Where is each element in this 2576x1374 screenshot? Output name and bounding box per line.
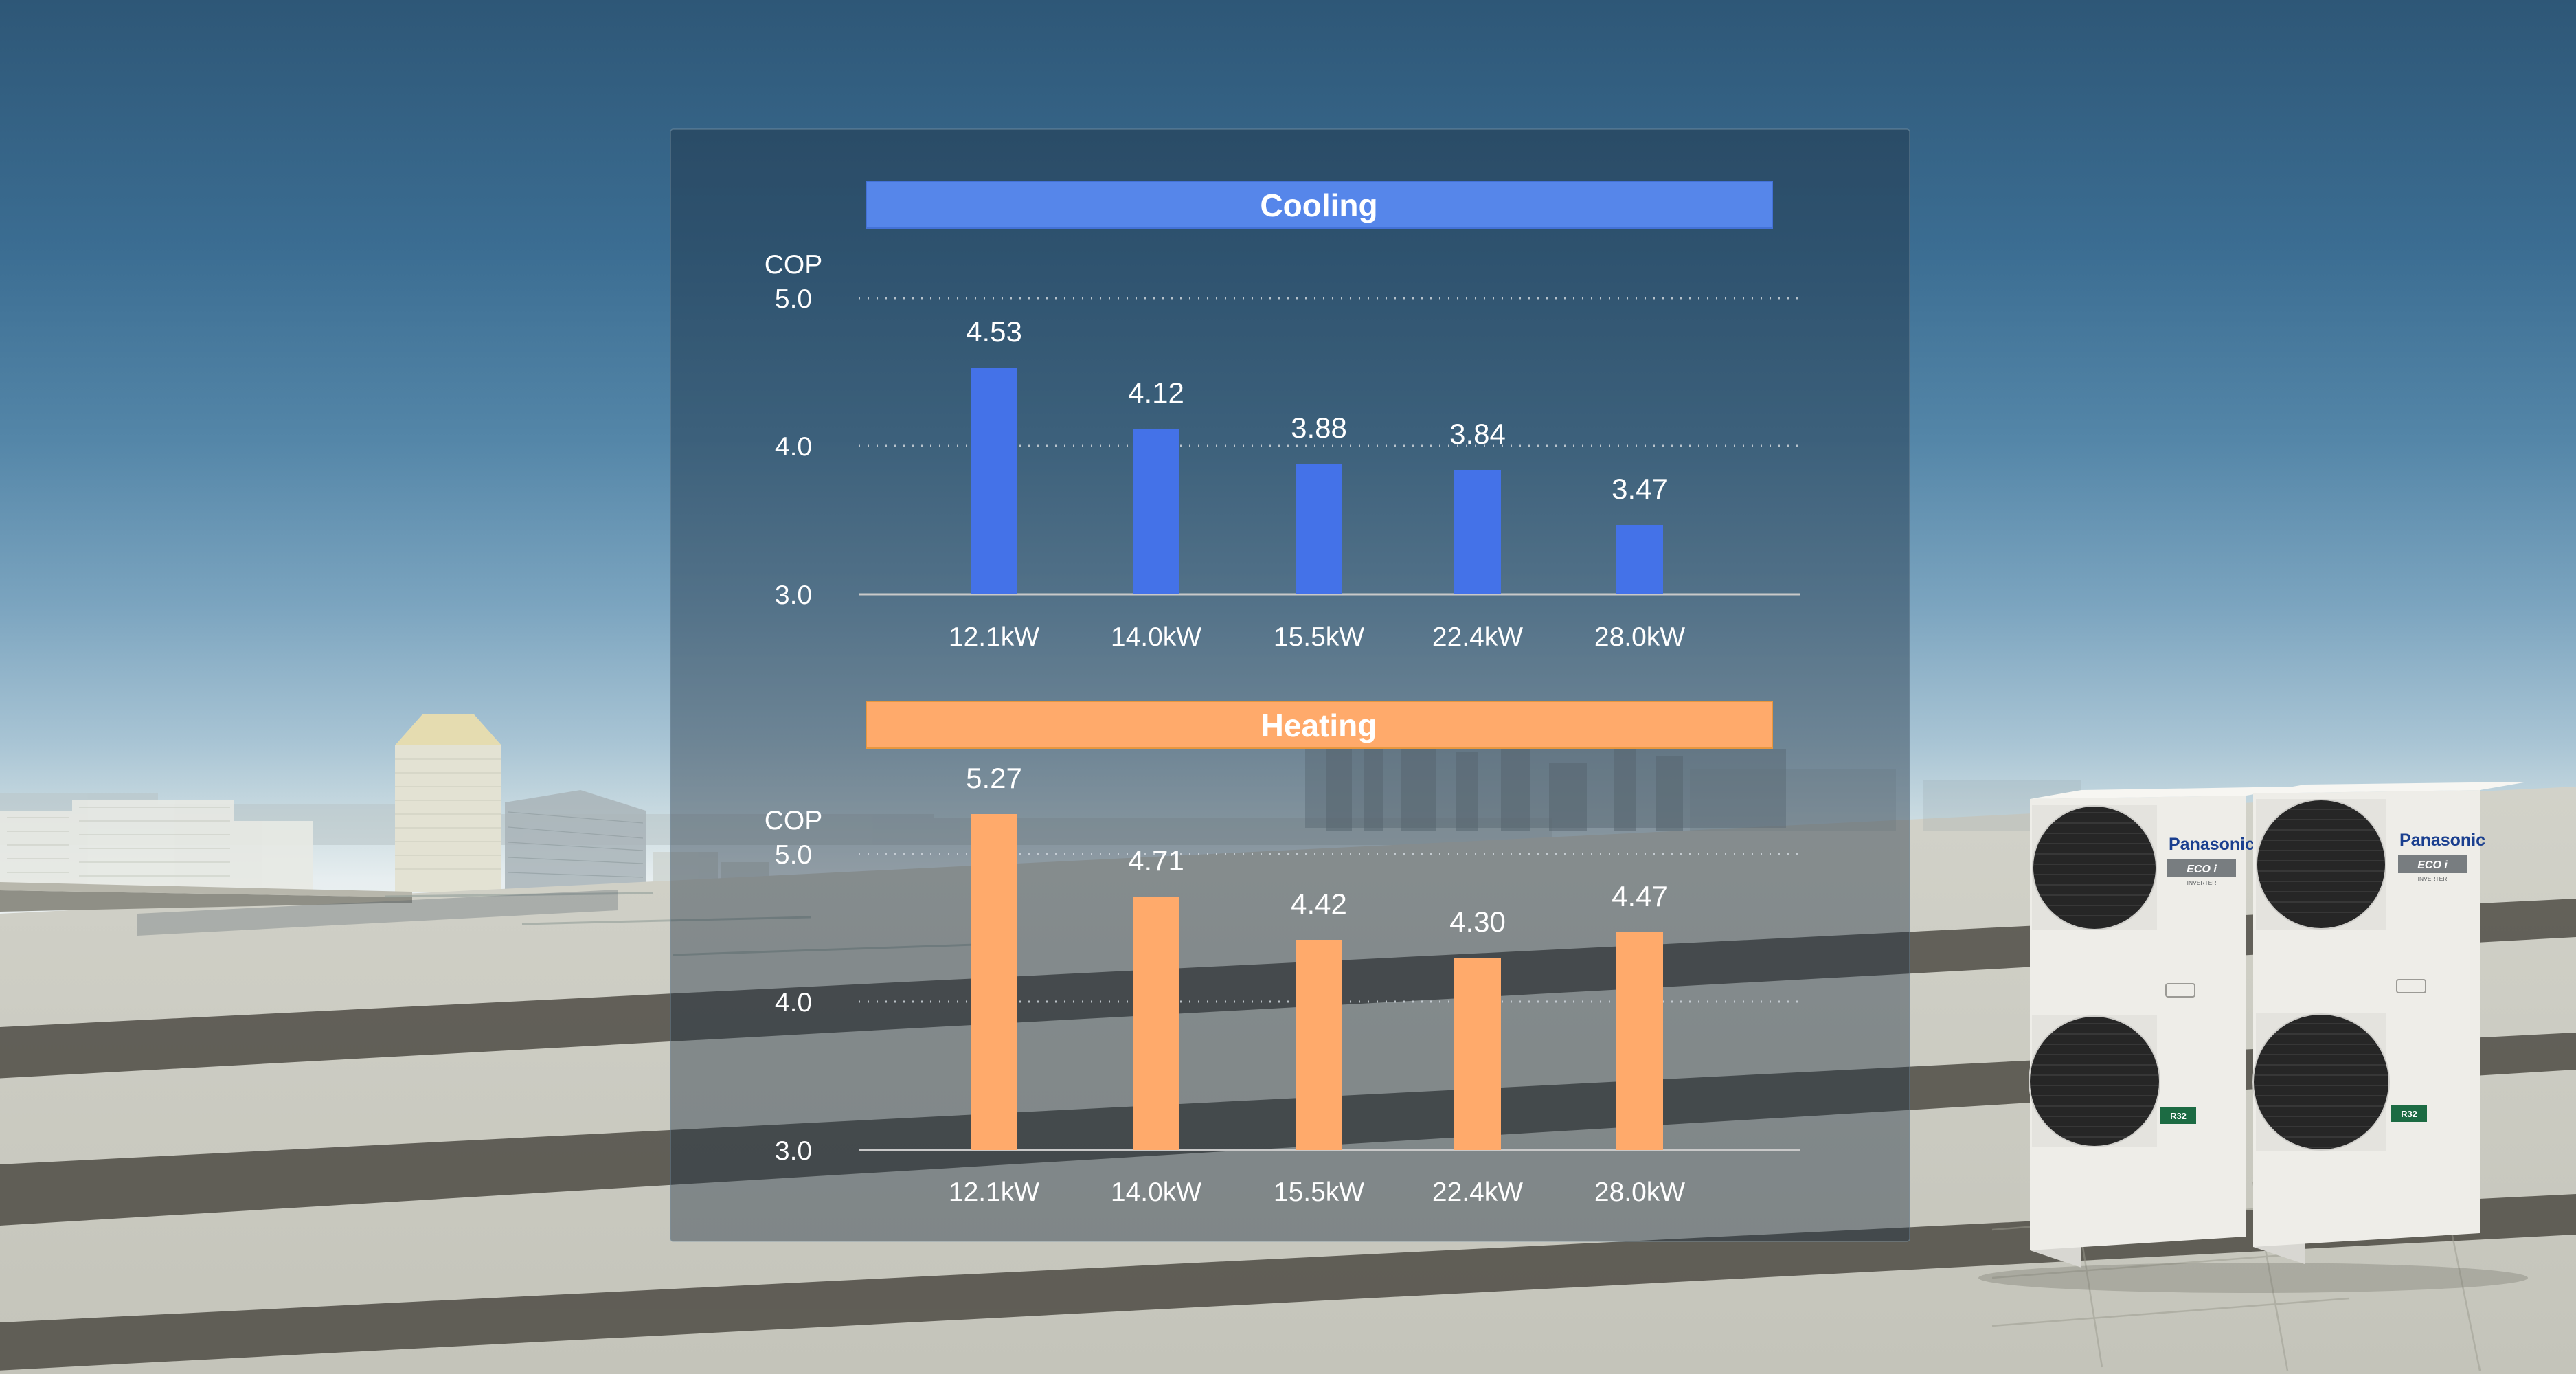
svg-text:4.47: 4.47 (1612, 880, 1668, 912)
svg-text:5.0: 5.0 (775, 284, 812, 314)
svg-text:4.71: 4.71 (1128, 844, 1184, 877)
svg-text:4.53: 4.53 (966, 315, 1022, 348)
svg-text:22.4kW: 22.4kW (1432, 1178, 1523, 1207)
svg-text:12.1kW: 12.1kW (949, 1178, 1039, 1207)
svg-text:15.5kW: 15.5kW (1274, 622, 1364, 652)
svg-text:28.0kW: 28.0kW (1594, 622, 1685, 652)
svg-text:3.47: 3.47 (1612, 473, 1668, 505)
svg-text:22.4kW: 22.4kW (1432, 622, 1523, 652)
svg-text:Cooling: Cooling (1260, 188, 1377, 223)
svg-text:COP: COP (765, 250, 823, 280)
svg-text:4.0: 4.0 (775, 432, 812, 462)
svg-text:14.0kW: 14.0kW (1111, 622, 1201, 652)
svg-text:Heating: Heating (1261, 708, 1377, 743)
svg-text:3.88: 3.88 (1291, 412, 1347, 444)
svg-text:3.84: 3.84 (1449, 418, 1506, 450)
svg-text:15.5kW: 15.5kW (1274, 1178, 1364, 1207)
svg-text:14.0kW: 14.0kW (1111, 1178, 1201, 1207)
svg-text:5.27: 5.27 (966, 762, 1022, 794)
svg-text:3.0: 3.0 (775, 1136, 812, 1166)
svg-text:4.30: 4.30 (1449, 905, 1506, 938)
svg-text:4.12: 4.12 (1128, 376, 1184, 409)
svg-text:COP: COP (765, 806, 823, 835)
svg-text:4.42: 4.42 (1291, 888, 1347, 920)
svg-text:5.0: 5.0 (775, 840, 812, 870)
svg-text:3.0: 3.0 (775, 581, 812, 610)
svg-text:12.1kW: 12.1kW (949, 622, 1039, 652)
svg-text:28.0kW: 28.0kW (1594, 1178, 1685, 1207)
svg-text:4.0: 4.0 (775, 988, 812, 1017)
